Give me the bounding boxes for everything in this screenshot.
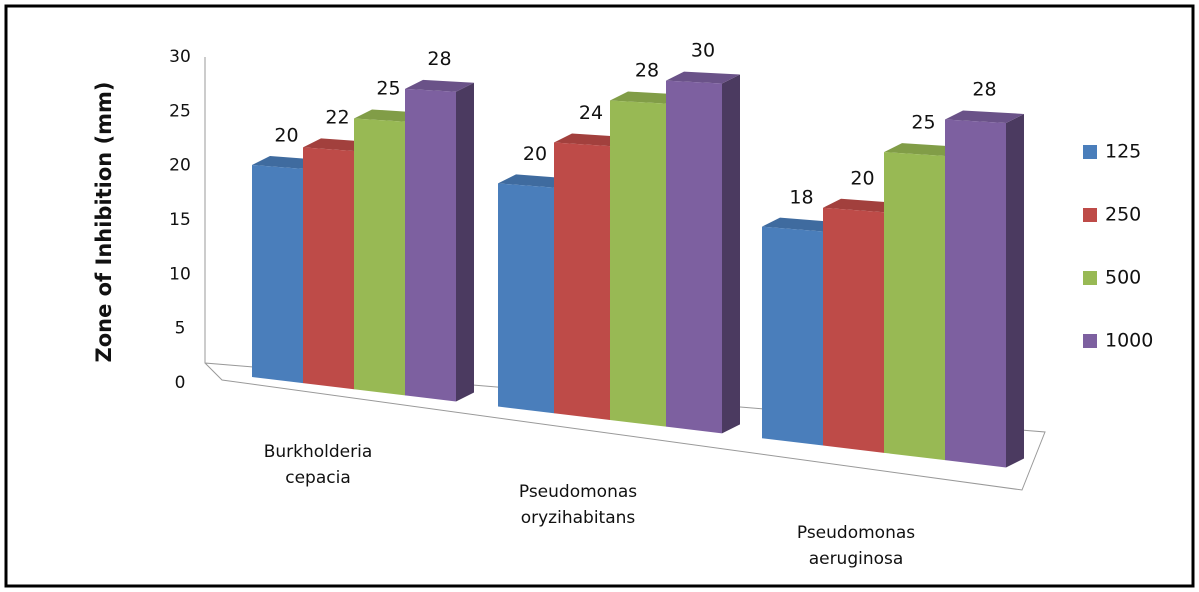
y-axis-label: Zone of Inhibition (mm) <box>92 81 116 362</box>
x-tick-label: Burkholderia cepacia <box>263 442 373 488</box>
legend-swatch <box>1083 208 1097 222</box>
y-tick-label: 15 <box>169 210 191 230</box>
y-tick-label: 5 <box>175 319 186 339</box>
bar-top <box>666 71 740 84</box>
bar-top <box>884 143 963 156</box>
y-tick-label: 30 <box>169 47 191 67</box>
value-label: 25 <box>376 78 400 100</box>
bar-top <box>823 198 902 213</box>
bar-top <box>405 79 474 92</box>
value-label: 28 <box>972 79 996 101</box>
bar-front <box>884 152 945 461</box>
bar <box>405 79 474 402</box>
value-label: 24 <box>579 102 603 124</box>
bar-top <box>498 174 572 188</box>
bar-top <box>610 91 684 104</box>
value-label: 28 <box>427 48 451 70</box>
bar-front <box>554 142 610 420</box>
bar-front <box>303 147 354 390</box>
y-tick-label: 0 <box>175 373 186 393</box>
legend-swatch <box>1083 271 1097 285</box>
legend-swatch <box>1083 334 1097 348</box>
value-label: 22 <box>325 107 349 129</box>
legend-swatch <box>1083 145 1097 159</box>
value-label: 18 <box>789 187 813 209</box>
x-tick-label: Pseudomonas oryzihabitans <box>518 482 638 528</box>
legend-label: 250 <box>1105 204 1141 226</box>
legend-label: 1000 <box>1105 330 1153 352</box>
bar-front <box>405 88 456 402</box>
bar-side <box>1006 113 1024 468</box>
value-label: 25 <box>911 112 935 134</box>
bar-front <box>666 80 722 434</box>
y-tick-label: 25 <box>169 101 191 121</box>
bar-front <box>945 119 1006 468</box>
bar <box>666 71 740 434</box>
value-label: 20 <box>523 143 547 165</box>
y-tick-label: 20 <box>169 156 191 176</box>
value-label: 20 <box>274 124 298 146</box>
axis-frame <box>204 57 1046 491</box>
bar-front <box>762 226 823 446</box>
bar-side <box>722 74 740 434</box>
bar-top <box>762 217 841 232</box>
bar-front <box>354 118 405 396</box>
legend-label: 125 <box>1105 141 1141 163</box>
bar-top <box>945 110 1024 123</box>
bar-front <box>252 165 303 384</box>
y-tick-label: 10 <box>169 264 191 284</box>
bar-front <box>610 100 666 427</box>
bar <box>945 110 1024 468</box>
bar-front <box>823 207 884 453</box>
bar-top <box>554 133 628 147</box>
value-label: 30 <box>691 40 715 62</box>
bar-side <box>456 82 474 402</box>
value-label: 28 <box>635 60 659 82</box>
bar-front <box>498 183 554 414</box>
legend-label: 500 <box>1105 267 1141 289</box>
x-tick-label: Pseudomonas aeruginosa <box>796 523 916 569</box>
value-label: 20 <box>850 167 874 189</box>
